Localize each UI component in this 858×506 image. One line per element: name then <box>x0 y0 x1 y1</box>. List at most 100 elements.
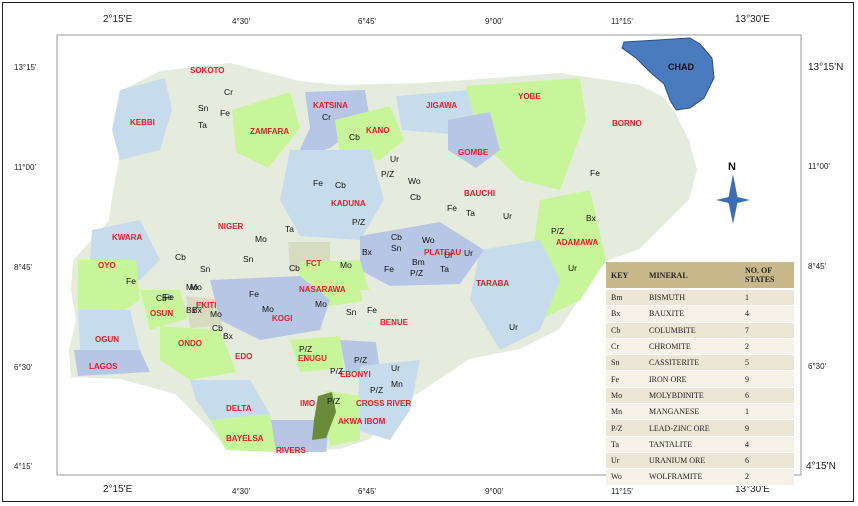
kaduna-region <box>280 150 384 240</box>
mineral-code: Mo <box>186 282 198 292</box>
state-label: TARABA <box>476 279 509 288</box>
mineral-code: Fe <box>313 178 323 188</box>
state-label: GOMBE <box>458 148 489 157</box>
mineral-code: Wo <box>408 176 421 186</box>
mineral-code: Fe <box>447 203 457 213</box>
state-label: OGUN <box>95 335 119 344</box>
delta-region <box>190 380 270 420</box>
mineral-code: Cb <box>212 323 223 333</box>
legend-key-cell: Mo <box>606 387 644 405</box>
legend-mineral-cell: URANIUM ORE <box>644 452 740 470</box>
coord-left: 4°15' <box>14 462 33 471</box>
mineral-code: Ur <box>390 154 399 164</box>
coord-left: 13°15' <box>14 63 37 72</box>
state-label: NIGER <box>218 222 244 231</box>
state-label: DELTA <box>226 404 252 413</box>
legend-row: Ta TANTALITE 4 <box>606 436 794 453</box>
legend-row: Cb COLUMBITE 7 <box>606 322 794 339</box>
legend-header-key: KEY <box>606 262 644 290</box>
north-arrow-label: N <box>728 161 736 173</box>
mineral-code: Bm <box>412 257 425 267</box>
coord-top: 13°30'E <box>735 14 770 25</box>
state-label: NASARAWA <box>299 285 346 294</box>
legend-count-cell: 9 <box>740 370 794 388</box>
coord-left: 11°00' <box>14 163 36 172</box>
coord-top: 9°00' <box>485 17 504 26</box>
map-panel <box>56 34 802 476</box>
taraba-region <box>470 240 560 350</box>
mineral-code: Sn <box>346 307 357 317</box>
mineral-code: Sn <box>243 254 254 264</box>
mineral-code: Mo <box>262 304 274 314</box>
plateau-region <box>360 222 484 286</box>
state-label: ZAMFARA <box>250 127 289 136</box>
mineral-code: Fe <box>590 168 600 178</box>
state-label: KOGI <box>272 314 292 323</box>
state-label: KANO <box>366 126 390 135</box>
coord-bottom: 9°00' <box>485 487 504 496</box>
mineral-code: P/Z <box>381 169 394 179</box>
coord-bottom: 4°30' <box>232 487 251 496</box>
akwa-ibom-feature <box>312 392 336 440</box>
cross-river-region <box>356 360 420 440</box>
lagos-region <box>74 350 150 376</box>
legend-mineral-cell: BAUXITE <box>644 305 740 323</box>
mineral-code: Mo <box>190 282 202 292</box>
coord-left: 8°45' <box>14 263 33 272</box>
legend-mineral-cell: COLUMBITE <box>644 322 740 339</box>
legend-mineral-cell: TANTALITE <box>644 436 740 453</box>
legend-header-row: KEY MINERAL NO. OF STATES <box>606 262 794 290</box>
mineral-code: Cb <box>289 263 300 273</box>
legend-count-cell: 1 <box>740 289 794 307</box>
mineral-code: Fe <box>126 276 136 286</box>
coord-bottom: 13°30'E <box>735 484 770 495</box>
state-label: OSUN <box>150 309 173 318</box>
legend-mineral-cell: LEAD-ZINC ORE <box>644 419 740 437</box>
mineral-code: Bx <box>186 305 197 315</box>
mineral-legend-table: KEY MINERAL NO. OF STATES Bm BISMUTH 1 Bx BA… <box>606 262 794 486</box>
legend-key-cell: Bm <box>606 289 644 307</box>
mineral-code: Ur <box>464 248 473 258</box>
state-label: PLATEAU <box>424 248 461 257</box>
mineral-code: Ur <box>444 250 453 260</box>
mineral-code: Fe <box>164 292 174 302</box>
coord-right: 4°15'N <box>806 461 836 472</box>
legend-key-cell: Fe <box>606 370 644 388</box>
kogi-region <box>210 276 330 340</box>
legend-key-cell: Cb <box>606 322 644 339</box>
legend-key-cell: Cr <box>606 338 644 356</box>
legend-row: Cr CHROMITE 2 <box>606 338 794 356</box>
mineral-code: Fe <box>367 305 377 315</box>
mineral-code: Cb <box>410 192 421 202</box>
legend-mineral-cell: CASSITERITE <box>644 354 740 372</box>
oyo-region <box>78 260 140 320</box>
legend-mineral-cell: MOLYBDINITE <box>644 387 740 405</box>
legend-mineral-cell: CHROMITE <box>644 338 740 356</box>
mineral-code: Cr <box>224 87 233 97</box>
mineral-code: Ur <box>503 211 512 221</box>
coord-bottom: 2°15'E <box>103 484 133 495</box>
mineral-code: Cb <box>391 232 402 242</box>
state-label: ENUGU <box>298 354 327 363</box>
state-label: BAYELSA <box>226 434 264 443</box>
state-label: ADAMAWA <box>556 238 598 247</box>
mineral-code: P/Z <box>330 366 343 376</box>
legend-row: P/Z LEAD-ZINC ORE 9 <box>606 419 794 437</box>
mineral-code: Fe <box>249 289 259 299</box>
state-label: BAUCHI <box>464 189 495 198</box>
mineral-code: Ta <box>285 224 294 234</box>
legend-count-cell: 2 <box>740 468 794 486</box>
mineral-code: Mo <box>340 260 352 270</box>
ogun-region <box>78 310 140 350</box>
state-label: AKWA IBOM <box>338 417 386 426</box>
mineral-code: Cb <box>335 180 346 190</box>
mineral-code: Fe <box>162 292 172 302</box>
state-label: YOBE <box>518 92 541 101</box>
legend-row: Mn MANGANESE 1 <box>606 403 794 421</box>
mineral-code: Mo <box>210 309 222 319</box>
legend-count-cell: 1 <box>740 403 794 421</box>
state-label: FCT <box>306 259 322 268</box>
mineral-code: Cb <box>175 252 186 262</box>
state-label: KEBBI <box>130 118 155 127</box>
